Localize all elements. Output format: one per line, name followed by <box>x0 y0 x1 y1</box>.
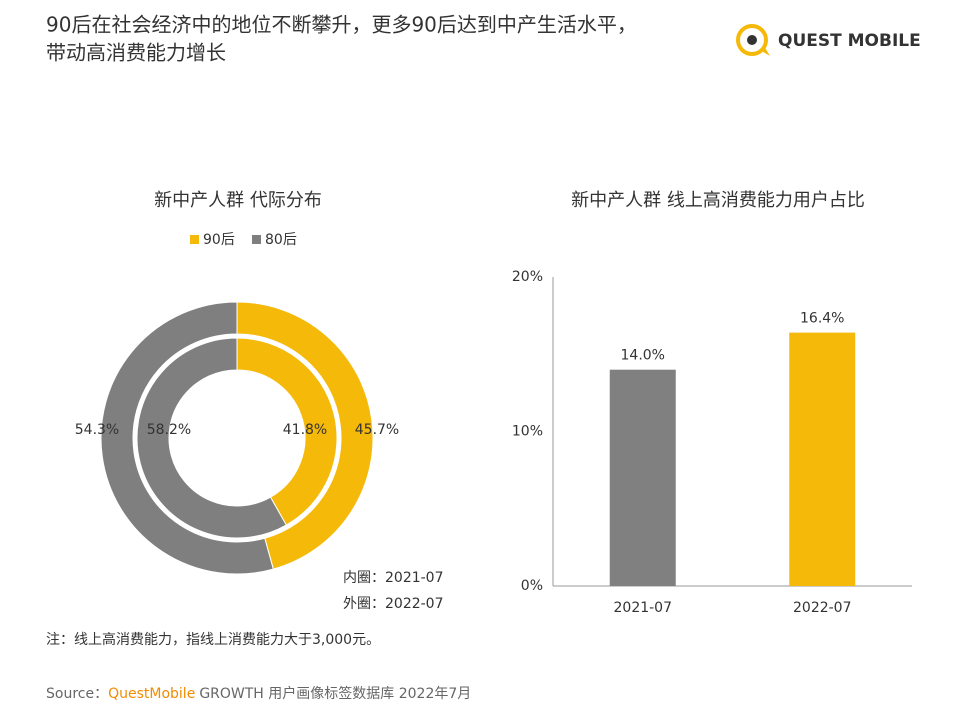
logo-icon <box>736 24 770 56</box>
y-tick-label: 20% <box>512 269 543 285</box>
source-brand: QuestMobile <box>108 686 195 702</box>
y-tick-label: 10% <box>512 424 543 440</box>
source-text: GROWTH 用户画像标签数据库 2022年7月 <box>199 685 471 702</box>
chart-title: 新中产人群 线上高消费能力用户占比 <box>571 190 865 211</box>
data-label: 41.8% <box>283 422 327 438</box>
data-label: 54.3% <box>75 422 119 438</box>
chart-title: 新中产人群 代际分布 <box>154 190 322 211</box>
slide-title: 90后在社会经济中的地位不断攀升，更多90后达到中产生活水平， <box>46 13 637 37</box>
legend-swatch <box>190 235 199 244</box>
y-tick-label: 0% <box>521 578 543 594</box>
source-label: Source： <box>46 686 108 702</box>
donut-segment <box>236 337 338 526</box>
ring-label: 外圈：2022-07 <box>343 596 444 612</box>
data-label: 16.4% <box>800 311 844 327</box>
data-label: 14.0% <box>621 348 665 364</box>
x-tick-label: 2022-07 <box>793 600 852 616</box>
source: Source：QuestMobile GROWTH 用户画像标签数据库 2022年… <box>46 685 471 702</box>
logo-text: QUEST MOBILE <box>778 31 921 51</box>
donut-segment <box>136 337 287 539</box>
slide-title: 带动高消费能力增长 <box>46 41 226 65</box>
bar <box>789 332 856 586</box>
legend-label: 90后 <box>203 232 235 248</box>
data-label: 45.7% <box>355 422 399 438</box>
note: 注：线上高消费能力，指线上消费能力大于3,000元。 <box>46 631 380 648</box>
legend-label: 80后 <box>265 232 297 248</box>
legend-swatch <box>252 235 261 244</box>
data-label: 58.2% <box>147 422 191 438</box>
ring-label: 内圈：2021-07 <box>343 570 444 586</box>
x-tick-label: 2021-07 <box>614 600 673 616</box>
donut-segment <box>236 301 374 570</box>
donut-segment <box>100 301 274 575</box>
bar <box>609 369 676 586</box>
